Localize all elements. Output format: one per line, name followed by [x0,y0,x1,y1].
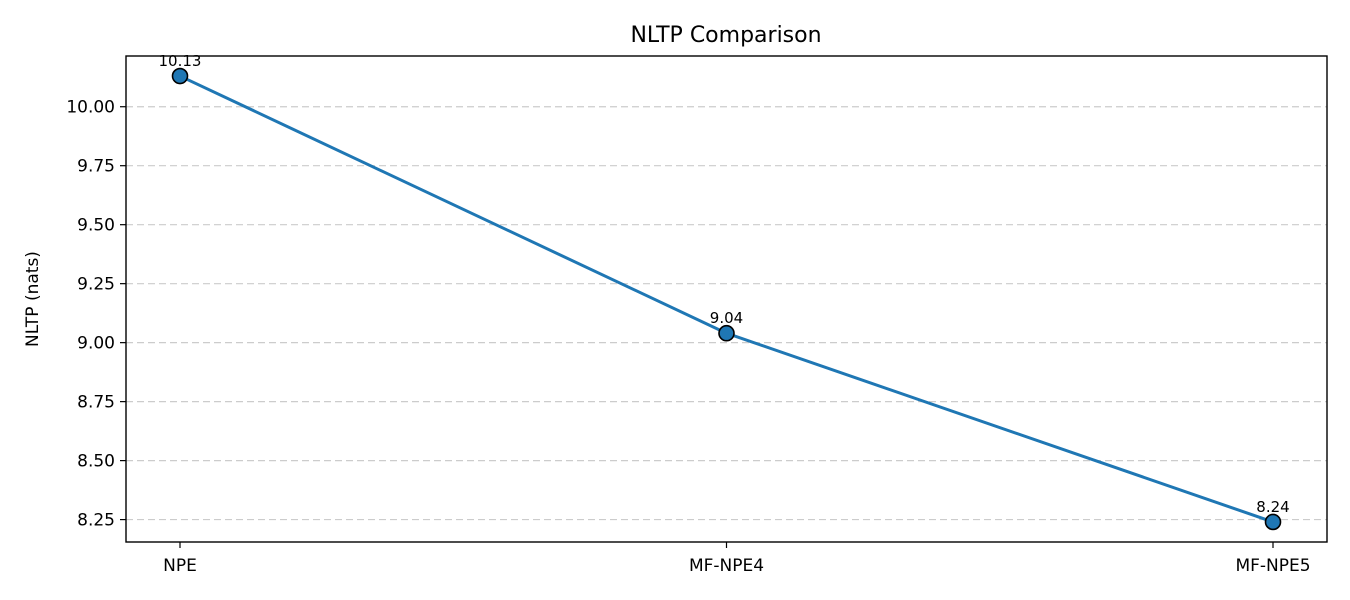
y-tick-label: 8.75 [77,393,115,413]
data-labels: 10.13 9.04 8.24 [159,52,1290,516]
series-line [179,74,1274,524]
x-tick-label: NPE [163,556,197,576]
data-label: 10.13 [159,52,202,70]
x-axis-ticks: NPE MF-NPE4 MF-NPE5 [163,542,1311,576]
plot-area-frame [125,55,1328,543]
y-tick-label: 9.50 [77,216,115,236]
data-point [171,67,189,85]
y-tick-label: 9.75 [77,157,115,177]
y-tick-label: 10.00 [66,98,115,118]
data-point [1264,513,1282,531]
y-tick-label: 8.25 [77,511,115,531]
y-axis-label: NLTP (nats) [23,251,43,347]
data-label: 9.04 [710,309,743,327]
chart-title: NLTP Comparison [630,23,821,48]
y-tick-label: 9.25 [77,275,115,295]
y-tick-label: 9.00 [77,334,115,354]
y-axis-ticks: 8.25 8.50 8.75 9.00 9.25 9.50 9.75 10.00 [66,98,126,531]
y-tick-label: 8.50 [77,452,115,472]
x-tick-label: MF-NPE5 [1235,556,1310,576]
x-tick-label: MF-NPE4 [689,556,764,576]
grid-lines [126,106,1327,521]
data-label: 8.24 [1256,498,1289,516]
series-layer [171,67,1282,531]
data-point [718,324,735,342]
